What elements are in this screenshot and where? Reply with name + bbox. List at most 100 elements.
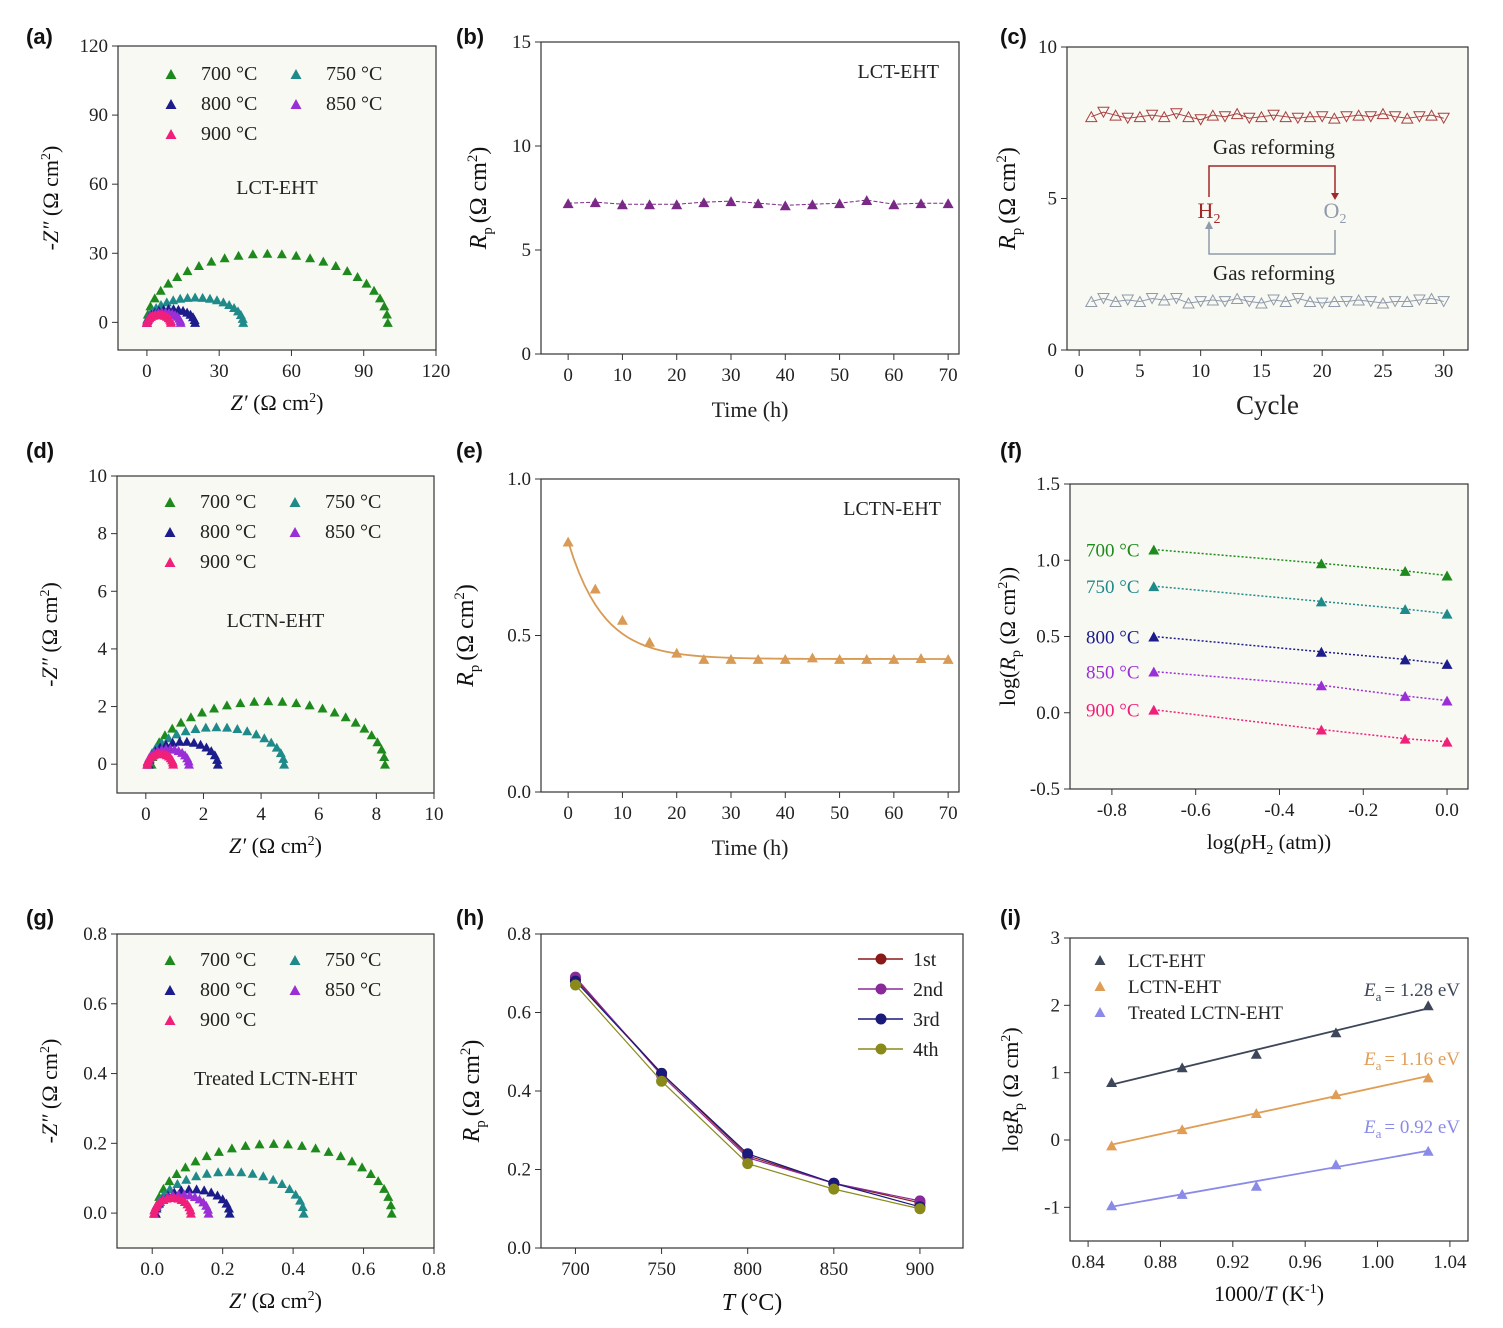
data-point [1315, 297, 1329, 310]
x-tick-label: 30 [722, 803, 741, 824]
data-point [1441, 570, 1453, 581]
x-tick-label: 4 [256, 804, 266, 825]
series-line [568, 199, 949, 206]
title-part: R [995, 657, 1020, 672]
y-axis-title: -Z″ (Ω cm2) [37, 582, 62, 687]
x-tick-label: 0.96 [1289, 1252, 1322, 1273]
superscript: 2 [996, 582, 1011, 589]
panel-f: -0.8 -0.6 -0.4 -0.2 0.0 -0.5 0.0 0.5 1.0 1.5 700 °… [995, 474, 1469, 858]
y-tick-label: 90 [89, 105, 108, 126]
series-line [1153, 585, 1448, 615]
data-point-750 [298, 1208, 309, 1218]
x-tick-label: 0.4 [281, 1259, 305, 1280]
data-point [1399, 565, 1411, 576]
annotation-bottom: Gas reforming [1213, 261, 1335, 285]
data-point-750 [278, 753, 289, 763]
y-tick-label: 60 [89, 174, 108, 195]
data-point [1157, 294, 1171, 306]
y-axis-title: Rp (Ω cm2) [465, 147, 496, 251]
x-tick-label: 0.84 [1071, 1252, 1105, 1273]
legend-marker [165, 69, 177, 79]
fit-line [1111, 1075, 1429, 1146]
subscript: 2 [1266, 843, 1273, 858]
data-point-700 [180, 1162, 191, 1172]
y-tick-label: 10 [88, 466, 107, 487]
sample-title: LCTN-EHT [843, 498, 941, 520]
title-part: (K [1276, 1281, 1305, 1306]
ea-value: = 1.28 eV [1384, 980, 1460, 1001]
series-line [1153, 670, 1448, 702]
data-point [1315, 680, 1327, 691]
legend-label: 750 °C [326, 63, 382, 85]
arrowhead [1205, 221, 1213, 229]
data-point [1084, 110, 1098, 123]
data-point [1340, 111, 1353, 123]
data-point-750 [175, 293, 186, 303]
paren: ) [315, 833, 322, 858]
legend: 700 °C 750 °C 800 °C 850 °C 900 °C [164, 949, 381, 1031]
data-point-700 [163, 278, 174, 288]
data-point-750 [232, 724, 243, 734]
panel-label: (f) [1000, 438, 1022, 463]
data-point [1194, 114, 1208, 126]
data-point [806, 652, 818, 663]
x-axis-title: Time (h) [712, 835, 789, 860]
data-point [942, 654, 954, 664]
data-point [1242, 296, 1256, 308]
y-tick-label: 1.0 [1036, 550, 1060, 571]
data-point [1176, 1188, 1188, 1199]
y-axis-title: -Z″ (Ω cm2) [38, 146, 63, 251]
y-tick-label: 0.0 [507, 1238, 531, 1259]
legend-label: 850 °C [326, 93, 382, 115]
data-point [1437, 296, 1451, 308]
data-point [616, 614, 628, 625]
y-axis-title-sub: p [1009, 228, 1025, 236]
y-axis-title-main: R [459, 1127, 485, 1143]
y-axis-title-main: R [466, 234, 492, 250]
title-part: 1000/ [1214, 1281, 1265, 1306]
activation-energy: Ea = 1.16 eV [1363, 1049, 1460, 1073]
y-axis-title-main: -Z″ [37, 1109, 62, 1143]
data-point-700 [277, 696, 288, 706]
x-axis-title-unit: (Ω cm [253, 390, 309, 415]
data-point [915, 198, 927, 209]
data-point [1291, 112, 1305, 125]
x-tick-label: 10 [613, 365, 632, 386]
series-label: 800 °C [1086, 628, 1140, 649]
data-point-700 [383, 1191, 394, 1201]
x-tick-label: 30 [210, 361, 229, 382]
y-tick-label: 0.6 [507, 1003, 531, 1024]
series-line [1153, 548, 1448, 577]
data-point-750 [258, 1171, 269, 1181]
data-point-750 [297, 1202, 308, 1212]
data-point [779, 654, 791, 664]
y-tick-label: 0.5 [1036, 627, 1060, 648]
superscript: 2 [309, 391, 316, 406]
y-tick-label: 3 [1051, 928, 1061, 949]
data-point [698, 654, 710, 664]
legend-label: 2nd [913, 979, 943, 1001]
data-point [1250, 1180, 1262, 1191]
data-point-700 [206, 256, 217, 266]
data-point-750 [204, 293, 215, 303]
x-tick-label: 800 [733, 1259, 762, 1280]
data-point-700 [276, 249, 287, 259]
data-point-700 [193, 261, 204, 271]
data-point-700 [352, 272, 363, 282]
panel-label: (a) [26, 24, 53, 49]
panel-label: (b) [456, 24, 484, 49]
y-axis-title-unit: (Ω cm [995, 162, 1021, 223]
data-point [1133, 110, 1147, 123]
data-point [1364, 296, 1378, 308]
data-point-700 [382, 317, 393, 327]
data-point [1399, 733, 1411, 744]
y-tick-label: 0.4 [83, 1064, 107, 1085]
axis-ticks: 0 2 4 6 8 10 0 2 4 6 8 10 [88, 466, 444, 825]
data-point-900 [168, 759, 179, 769]
legend-marker [289, 985, 301, 995]
data-point [1267, 109, 1280, 122]
legend-label: 1st [913, 949, 937, 971]
x-axis-title: Z′ (Ω cm2) [229, 833, 322, 858]
title-part: log( [995, 671, 1020, 706]
data-point-800 [206, 1187, 217, 1197]
